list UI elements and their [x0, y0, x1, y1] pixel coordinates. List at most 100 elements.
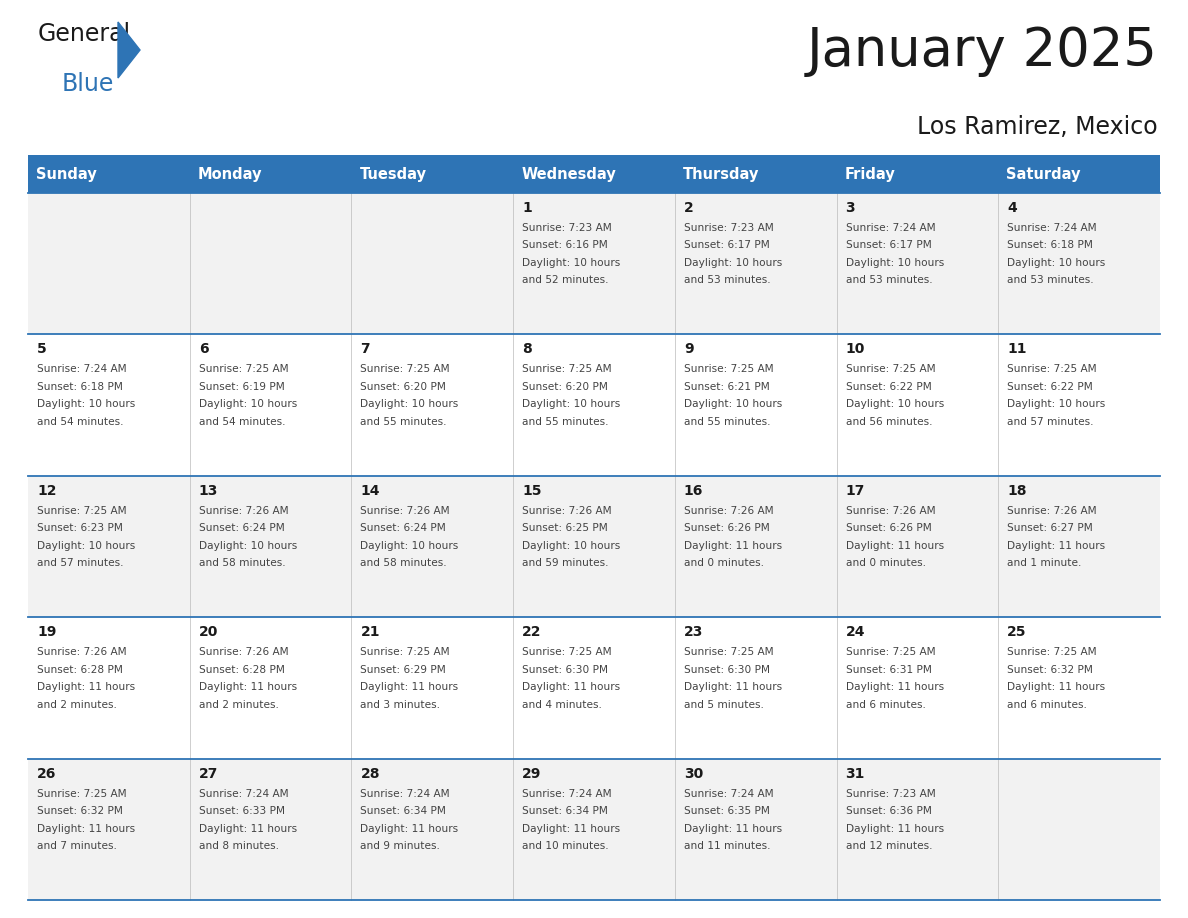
Text: Sunset: 6:22 PM: Sunset: 6:22 PM: [846, 382, 931, 392]
Bar: [675, 155, 836, 193]
Text: and 56 minutes.: and 56 minutes.: [846, 417, 933, 427]
Text: and 0 minutes.: and 0 minutes.: [684, 558, 764, 568]
Text: Sunset: 6:35 PM: Sunset: 6:35 PM: [684, 806, 770, 816]
Text: Daylight: 10 hours: Daylight: 10 hours: [37, 541, 135, 551]
Text: and 7 minutes.: and 7 minutes.: [37, 841, 116, 851]
Text: Daylight: 11 hours: Daylight: 11 hours: [37, 823, 135, 834]
Text: and 5 minutes.: and 5 minutes.: [684, 700, 764, 710]
Polygon shape: [118, 22, 140, 78]
Bar: [836, 155, 998, 193]
Text: Daylight: 10 hours: Daylight: 10 hours: [360, 399, 459, 409]
Text: 10: 10: [846, 342, 865, 356]
Bar: [513, 155, 675, 193]
Text: Blue: Blue: [62, 72, 114, 96]
Text: Sunrise: 7:25 AM: Sunrise: 7:25 AM: [523, 647, 612, 657]
Text: and 57 minutes.: and 57 minutes.: [37, 558, 124, 568]
Text: Daylight: 11 hours: Daylight: 11 hours: [846, 541, 943, 551]
Text: Sunset: 6:26 PM: Sunset: 6:26 PM: [846, 523, 931, 533]
Text: Sunrise: 7:26 AM: Sunrise: 7:26 AM: [37, 647, 127, 657]
Text: 28: 28: [360, 767, 380, 780]
Bar: [190, 193, 352, 334]
Text: 7: 7: [360, 342, 369, 356]
Text: Sunset: 6:30 PM: Sunset: 6:30 PM: [523, 665, 608, 675]
Bar: [675, 476, 836, 617]
Text: Sunset: 6:29 PM: Sunset: 6:29 PM: [360, 665, 447, 675]
Text: Los Ramirez, Mexico: Los Ramirez, Mexico: [917, 115, 1158, 139]
Text: Daylight: 11 hours: Daylight: 11 hours: [360, 823, 459, 834]
Text: and 54 minutes.: and 54 minutes.: [37, 417, 124, 427]
Text: Thursday: Thursday: [683, 166, 759, 182]
Text: 16: 16: [684, 484, 703, 498]
Bar: [675, 193, 836, 334]
Text: Monday: Monday: [197, 166, 263, 182]
Text: Sunset: 6:28 PM: Sunset: 6:28 PM: [37, 665, 122, 675]
Bar: [513, 334, 675, 476]
Bar: [190, 334, 352, 476]
Bar: [836, 476, 998, 617]
Text: Sunset: 6:32 PM: Sunset: 6:32 PM: [37, 806, 122, 816]
Text: 26: 26: [37, 767, 56, 780]
Bar: [675, 758, 836, 900]
Text: Daylight: 10 hours: Daylight: 10 hours: [360, 541, 459, 551]
Bar: [513, 617, 675, 758]
Text: Sunrise: 7:26 AM: Sunrise: 7:26 AM: [198, 506, 289, 516]
Text: January 2025: January 2025: [807, 25, 1158, 77]
Text: and 55 minutes.: and 55 minutes.: [523, 417, 608, 427]
Text: 5: 5: [37, 342, 46, 356]
Text: Sunrise: 7:25 AM: Sunrise: 7:25 AM: [37, 789, 127, 799]
Text: Daylight: 10 hours: Daylight: 10 hours: [198, 399, 297, 409]
Bar: [998, 758, 1159, 900]
Text: Daylight: 10 hours: Daylight: 10 hours: [37, 399, 135, 409]
Text: Daylight: 11 hours: Daylight: 11 hours: [523, 682, 620, 692]
Text: Sunrise: 7:25 AM: Sunrise: 7:25 AM: [684, 364, 773, 375]
Bar: [352, 617, 513, 758]
Bar: [190, 476, 352, 617]
Text: Daylight: 11 hours: Daylight: 11 hours: [198, 823, 297, 834]
Text: Sunrise: 7:24 AM: Sunrise: 7:24 AM: [360, 789, 450, 799]
Text: Sunset: 6:20 PM: Sunset: 6:20 PM: [523, 382, 608, 392]
Text: Daylight: 10 hours: Daylight: 10 hours: [1007, 258, 1106, 268]
Text: Daylight: 10 hours: Daylight: 10 hours: [846, 399, 943, 409]
Text: Sunset: 6:34 PM: Sunset: 6:34 PM: [360, 806, 447, 816]
Text: 17: 17: [846, 484, 865, 498]
Text: and 53 minutes.: and 53 minutes.: [1007, 275, 1094, 285]
Text: Sunset: 6:33 PM: Sunset: 6:33 PM: [198, 806, 285, 816]
Bar: [836, 758, 998, 900]
Text: Sunset: 6:18 PM: Sunset: 6:18 PM: [1007, 241, 1093, 251]
Text: and 58 minutes.: and 58 minutes.: [360, 558, 447, 568]
Text: and 6 minutes.: and 6 minutes.: [846, 700, 925, 710]
Text: Daylight: 10 hours: Daylight: 10 hours: [684, 258, 782, 268]
Text: and 3 minutes.: and 3 minutes.: [360, 700, 441, 710]
Text: Sunrise: 7:25 AM: Sunrise: 7:25 AM: [523, 364, 612, 375]
Text: Sunset: 6:16 PM: Sunset: 6:16 PM: [523, 241, 608, 251]
Text: 2: 2: [684, 201, 694, 215]
Text: Daylight: 11 hours: Daylight: 11 hours: [198, 682, 297, 692]
Text: Daylight: 11 hours: Daylight: 11 hours: [846, 823, 943, 834]
Text: Sunrise: 7:25 AM: Sunrise: 7:25 AM: [37, 506, 127, 516]
Text: Sunset: 6:34 PM: Sunset: 6:34 PM: [523, 806, 608, 816]
Text: and 54 minutes.: and 54 minutes.: [198, 417, 285, 427]
Bar: [352, 334, 513, 476]
Text: and 55 minutes.: and 55 minutes.: [360, 417, 447, 427]
Text: Sunset: 6:25 PM: Sunset: 6:25 PM: [523, 523, 608, 533]
Text: and 53 minutes.: and 53 minutes.: [684, 275, 771, 285]
Bar: [29, 334, 190, 476]
Text: Sunrise: 7:25 AM: Sunrise: 7:25 AM: [684, 647, 773, 657]
Bar: [29, 476, 190, 617]
Text: Sunrise: 7:24 AM: Sunrise: 7:24 AM: [198, 789, 289, 799]
Text: 22: 22: [523, 625, 542, 639]
Text: and 2 minutes.: and 2 minutes.: [37, 700, 116, 710]
Bar: [836, 334, 998, 476]
Text: 6: 6: [198, 342, 208, 356]
Text: 20: 20: [198, 625, 219, 639]
Bar: [513, 758, 675, 900]
Text: Sunrise: 7:24 AM: Sunrise: 7:24 AM: [523, 789, 612, 799]
Bar: [29, 155, 190, 193]
Text: Sunset: 6:17 PM: Sunset: 6:17 PM: [684, 241, 770, 251]
Text: and 55 minutes.: and 55 minutes.: [684, 417, 770, 427]
Text: Sunrise: 7:26 AM: Sunrise: 7:26 AM: [846, 506, 935, 516]
Bar: [190, 155, 352, 193]
Text: Daylight: 11 hours: Daylight: 11 hours: [684, 682, 782, 692]
Text: 13: 13: [198, 484, 219, 498]
Text: Sunset: 6:22 PM: Sunset: 6:22 PM: [1007, 382, 1093, 392]
